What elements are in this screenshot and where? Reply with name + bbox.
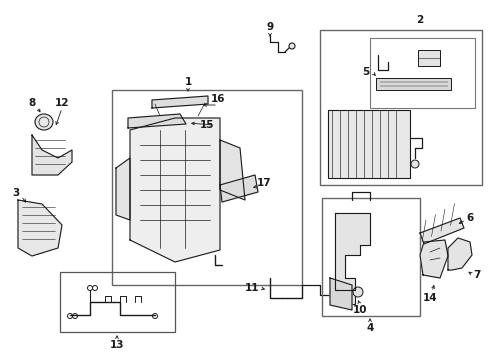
Ellipse shape <box>410 160 418 168</box>
Ellipse shape <box>352 287 362 297</box>
Polygon shape <box>32 135 72 175</box>
Text: 10: 10 <box>352 305 366 315</box>
Bar <box>321 198 419 316</box>
Polygon shape <box>419 240 447 278</box>
Text: 15: 15 <box>199 120 214 130</box>
Polygon shape <box>128 114 185 128</box>
Ellipse shape <box>288 43 294 49</box>
Text: 11: 11 <box>244 283 259 293</box>
Polygon shape <box>116 158 130 220</box>
Text: 17: 17 <box>256 178 271 188</box>
Text: 13: 13 <box>109 340 124 350</box>
Text: 8: 8 <box>28 98 36 108</box>
Polygon shape <box>152 96 207 108</box>
Bar <box>327 110 409 178</box>
Text: 2: 2 <box>415 15 423 25</box>
Text: 6: 6 <box>466 213 473 223</box>
Text: 9: 9 <box>266 22 273 32</box>
Polygon shape <box>329 278 351 310</box>
Text: 4: 4 <box>366 323 373 333</box>
Bar <box>417 50 439 66</box>
Bar <box>375 78 450 90</box>
Polygon shape <box>18 200 62 256</box>
Polygon shape <box>220 140 244 200</box>
Bar <box>319 30 481 185</box>
Bar <box>369 38 474 108</box>
Bar <box>112 90 302 285</box>
Polygon shape <box>130 118 220 262</box>
Text: 12: 12 <box>55 98 69 108</box>
Text: 3: 3 <box>12 188 20 198</box>
Polygon shape <box>220 175 258 202</box>
Text: 1: 1 <box>184 77 191 87</box>
Text: 7: 7 <box>472 270 480 280</box>
Bar <box>60 272 175 332</box>
Text: 16: 16 <box>210 94 225 104</box>
Bar <box>334 286 354 304</box>
Ellipse shape <box>35 114 53 130</box>
Polygon shape <box>334 213 369 290</box>
Polygon shape <box>447 238 471 270</box>
Text: 14: 14 <box>422 293 436 303</box>
Polygon shape <box>419 218 463 244</box>
Text: 5: 5 <box>362 67 369 77</box>
